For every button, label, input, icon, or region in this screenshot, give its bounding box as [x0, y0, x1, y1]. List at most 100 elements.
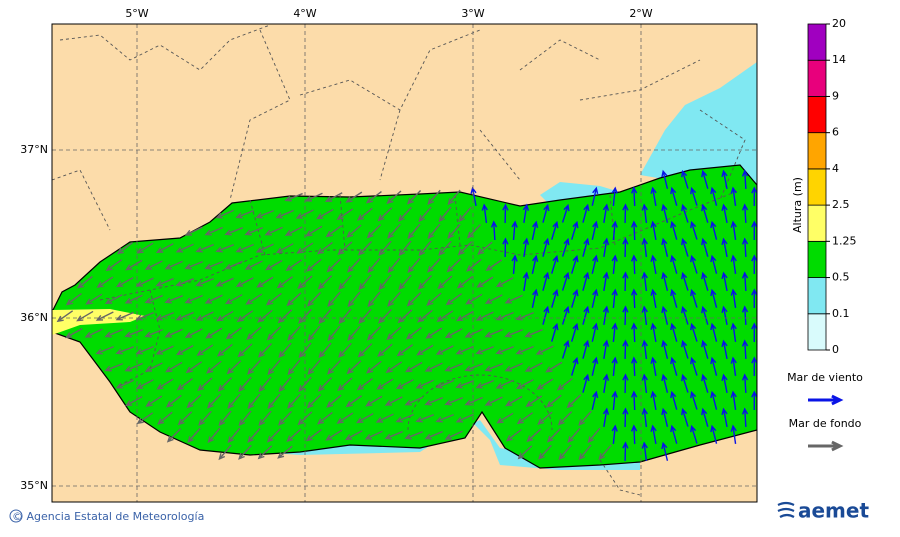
wave-arrow — [415, 414, 434, 423]
wave-arrow — [378, 240, 392, 257]
wave-arrow — [495, 311, 514, 321]
wave-arrow — [710, 186, 718, 206]
wave-arrow — [611, 220, 618, 241]
wave-arrow — [531, 254, 539, 274]
wave-arrow — [136, 242, 154, 254]
wave-arrow — [661, 237, 669, 257]
colorbar-title: Altura (m) — [791, 177, 804, 233]
wave-arrow — [650, 288, 657, 308]
wave-arrow — [338, 342, 352, 358]
wave-arrow — [377, 207, 393, 222]
wave-arrow — [298, 308, 312, 324]
wave-arrow — [522, 237, 530, 257]
wave-arrow — [622, 305, 629, 326]
wave-arrow — [525, 395, 543, 407]
wave-arrow — [195, 277, 214, 287]
wave-arrow — [366, 326, 382, 341]
wave-arrow — [258, 376, 272, 393]
wave-arrow — [327, 291, 341, 308]
wave-arrow — [611, 254, 618, 275]
wave-arrow — [357, 343, 373, 358]
wave-arrow — [164, 295, 183, 304]
wave-arrow — [641, 441, 648, 462]
wave-arrow — [258, 410, 272, 427]
wave-arrow — [338, 274, 352, 290]
wave-arrow — [226, 360, 242, 375]
wave-arrow — [561, 203, 570, 223]
wave-arrow — [444, 430, 463, 440]
wave-arrow — [227, 427, 241, 444]
wave-arrow — [741, 305, 749, 326]
wave-arrow — [721, 271, 728, 291]
wave-arrow — [551, 322, 559, 342]
wave-arrow — [622, 373, 629, 394]
wave-arrow — [721, 169, 728, 189]
wave-arrow — [215, 244, 234, 253]
wave-arrow — [287, 325, 301, 341]
wave-arrow — [307, 359, 321, 376]
wave-arrow — [504, 294, 523, 304]
wave-arrow — [641, 203, 648, 224]
wave-arrow — [316, 208, 334, 220]
wave-arrow — [306, 394, 322, 409]
wave-arrow — [155, 277, 174, 287]
wave-arrow — [197, 377, 213, 392]
wave-arrow — [415, 379, 434, 389]
wave-arrow — [535, 345, 554, 355]
colorbar-label: 14 — [832, 53, 846, 66]
wave-arrow — [337, 377, 353, 392]
wave-arrow — [524, 362, 543, 372]
wave-arrow — [670, 186, 678, 206]
wave-arrow — [417, 275, 433, 290]
wave-arrow — [204, 261, 223, 270]
wave-arrow — [456, 275, 473, 289]
wave-arrow — [196, 344, 214, 356]
wave-arrow — [558, 444, 572, 461]
wave-arrow — [741, 339, 749, 360]
wave-arrow — [542, 271, 550, 291]
wave-arrow — [265, 292, 282, 306]
wave-arrow — [551, 220, 559, 240]
wave-arrow — [602, 271, 610, 291]
credit: © Agencia Estatal de Meteorología — [12, 510, 204, 523]
wave-arrow — [641, 305, 648, 326]
wave-arrow — [650, 220, 657, 240]
wave-arrow — [278, 376, 292, 393]
wave-arrow — [236, 310, 254, 323]
wave-arrow — [327, 359, 341, 375]
wave-arrow — [176, 378, 193, 391]
wave-arrow — [630, 186, 638, 207]
wave-arrow — [438, 206, 452, 223]
wave-arrow — [204, 294, 223, 304]
wave-arrow — [622, 441, 629, 462]
lon-label: 5°W — [125, 7, 148, 20]
wave-arrow — [602, 407, 610, 427]
wave-arrow — [175, 243, 194, 253]
wave-arrow — [84, 328, 103, 338]
colorbar-band — [807, 240, 827, 278]
wave-arrow — [366, 224, 382, 239]
wave-arrow — [207, 427, 221, 444]
wave-arrow — [444, 328, 463, 339]
wave-arrow — [184, 226, 203, 236]
wave-arrow — [571, 356, 579, 376]
wave-arrow — [96, 276, 114, 288]
wave-arrow — [124, 329, 143, 338]
wave-arrow — [542, 203, 550, 223]
wave-arrow — [316, 241, 333, 255]
wave-arrow — [277, 309, 293, 324]
wave-arrow — [438, 240, 452, 256]
wave-arrow — [741, 373, 749, 394]
wave-arrow — [464, 396, 483, 406]
wave-arrow — [218, 444, 232, 461]
wave-arrow — [418, 240, 432, 257]
wave-arrow — [536, 378, 554, 390]
wave-arrow — [701, 407, 709, 427]
wave-arrow — [284, 192, 303, 202]
wave-arrow — [730, 186, 737, 207]
wave-arrow — [622, 271, 629, 292]
wave-arrow — [238, 444, 252, 460]
wave-arrow — [741, 407, 749, 428]
